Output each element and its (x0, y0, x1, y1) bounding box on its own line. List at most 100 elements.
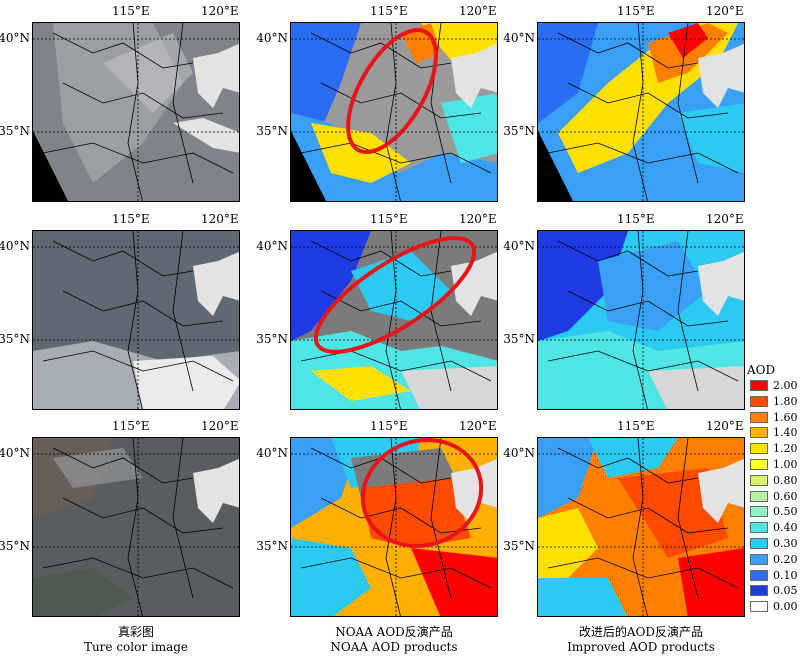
legend-entry: 1.00 (746, 457, 806, 473)
legend-entry: 0.60 (746, 489, 806, 505)
map-truecolor-row1 (32, 22, 240, 202)
lon-label-120: 120°E (201, 4, 239, 18)
lon-label-115: 115°E (112, 419, 150, 433)
legend-value: 1.20 (773, 442, 798, 456)
highlight-ellipse (346, 27, 438, 155)
lon-label-120: 120°E (459, 419, 497, 433)
lon-label-115: 115°E (112, 4, 150, 18)
legend-entry: 0.05 (746, 583, 806, 599)
lat-label-35: 35°N (503, 539, 535, 553)
lat-label-35: 35°N (503, 332, 535, 346)
map-noaa-row2 (290, 230, 498, 410)
lon-label-120: 120°E (201, 212, 239, 226)
caption-improved: 改进后的AOD反演产品 Improved AOD products (537, 625, 745, 655)
legend-value: 1.80 (773, 394, 798, 408)
legend-entries: 2.00 1.80 1.60 1.40 1.20 1.00 0.80 0.60 0.50 0.40… (746, 378, 806, 615)
legend-swatch (750, 601, 768, 613)
highlight-ellipse (360, 438, 484, 548)
legend-swatch (750, 395, 768, 407)
legend-value: 0.10 (773, 568, 798, 582)
lat-label-40: 40°N (0, 446, 30, 460)
lat-label-35: 35°N (256, 539, 288, 553)
legend-swatch (750, 443, 768, 455)
legend-entry: 0.10 (746, 568, 806, 584)
lat-label-35: 35°N (0, 124, 30, 138)
lat-label-40: 40°N (0, 31, 30, 45)
lat-label-40: 40°N (503, 31, 535, 45)
legend-swatch (750, 380, 768, 391)
lon-label-120: 120°E (201, 419, 239, 433)
legend-entry: 0.80 (746, 473, 806, 489)
legend-swatch (750, 569, 768, 581)
legend-value: 2.00 (773, 379, 798, 392)
lat-label-40: 40°N (256, 239, 288, 253)
legend-entry: 1.20 (746, 441, 806, 457)
legend-value: 0.80 (773, 473, 798, 487)
legend-entry: 1.80 (746, 394, 806, 410)
legend-swatch (750, 553, 768, 565)
map-noaa-row1 (290, 22, 498, 202)
caption-cn: 真彩图 (117, 625, 154, 639)
map-improved-row3 (537, 437, 745, 617)
map-improved-row2 (537, 230, 745, 410)
legend-swatch (750, 458, 768, 470)
caption-en: Improved AOD products (567, 640, 715, 654)
lat-label-35: 35°N (256, 124, 288, 138)
lon-label-120: 120°E (459, 4, 497, 18)
map-improved-row1 (537, 22, 745, 202)
lat-label-40: 40°N (256, 446, 288, 460)
lon-label-115: 115°E (370, 212, 408, 226)
lon-label-115: 115°E (617, 212, 655, 226)
lat-label-35: 35°N (0, 539, 30, 553)
legend-swatch (750, 522, 768, 534)
lat-label-40: 40°N (503, 239, 535, 253)
legend-swatch (750, 474, 768, 486)
legend-value: 0.30 (773, 536, 798, 550)
highlight-ellipse (313, 236, 477, 354)
legend-value: 0.00 (773, 600, 798, 614)
caption-cn: 改进后的AOD反演产品 (578, 625, 704, 639)
map-truecolor-row3 (32, 437, 240, 617)
legend-value: 0.05 (773, 584, 798, 598)
legend-entry: 0.30 (746, 536, 806, 552)
map-noaa-row3 (290, 437, 498, 617)
legend-value: 1.00 (773, 457, 798, 471)
legend-swatch (750, 427, 768, 439)
lon-label-120: 120°E (706, 212, 744, 226)
legend-swatch (750, 411, 768, 423)
lon-label-120: 120°E (706, 4, 744, 18)
lat-label-40: 40°N (0, 239, 30, 253)
legend-value: 1.60 (773, 410, 798, 424)
lon-label-115: 115°E (370, 419, 408, 433)
lon-label-115: 115°E (617, 419, 655, 433)
caption-truecolor: 真彩图 Ture color image (32, 625, 240, 655)
legend-value: 0.50 (773, 505, 798, 519)
lat-label-35: 35°N (256, 332, 288, 346)
legend-swatch (750, 585, 768, 597)
lon-label-115: 115°E (617, 4, 655, 18)
legend-entry: 1.60 (746, 410, 806, 426)
legend-entry: 1.40 (746, 425, 806, 441)
legend-value: 0.20 (773, 552, 798, 566)
legend-swatch (750, 490, 768, 502)
lat-label-35: 35°N (0, 332, 30, 346)
legend-entry: 0.00 (746, 599, 806, 615)
caption-noaa: NOAA AOD反演产品 NOAA AOD products (290, 625, 498, 655)
lon-label-115: 115°E (370, 4, 408, 18)
legend-title: AOD (746, 363, 776, 377)
lat-label-40: 40°N (503, 446, 535, 460)
legend-value: 1.40 (773, 426, 798, 440)
legend-swatch (750, 506, 768, 518)
legend-entry: 2.00 (746, 378, 806, 394)
legend-entry: 0.40 (746, 520, 806, 536)
lon-label-115: 115°E (112, 212, 150, 226)
legend-swatch (750, 537, 768, 549)
caption-en: Ture color image (83, 640, 189, 654)
legend-entry: 0.20 (746, 552, 806, 568)
legend-entry: 0.50 (746, 504, 806, 520)
lat-label-35: 35°N (503, 124, 535, 138)
legend-value: 0.40 (773, 521, 798, 535)
legend-value: 0.60 (773, 489, 798, 503)
map-truecolor-row2 (32, 230, 240, 410)
aod-legend: AOD 2.00 1.80 1.60 1.40 1.20 1.00 0.80 0.60 0.50… (746, 363, 806, 615)
